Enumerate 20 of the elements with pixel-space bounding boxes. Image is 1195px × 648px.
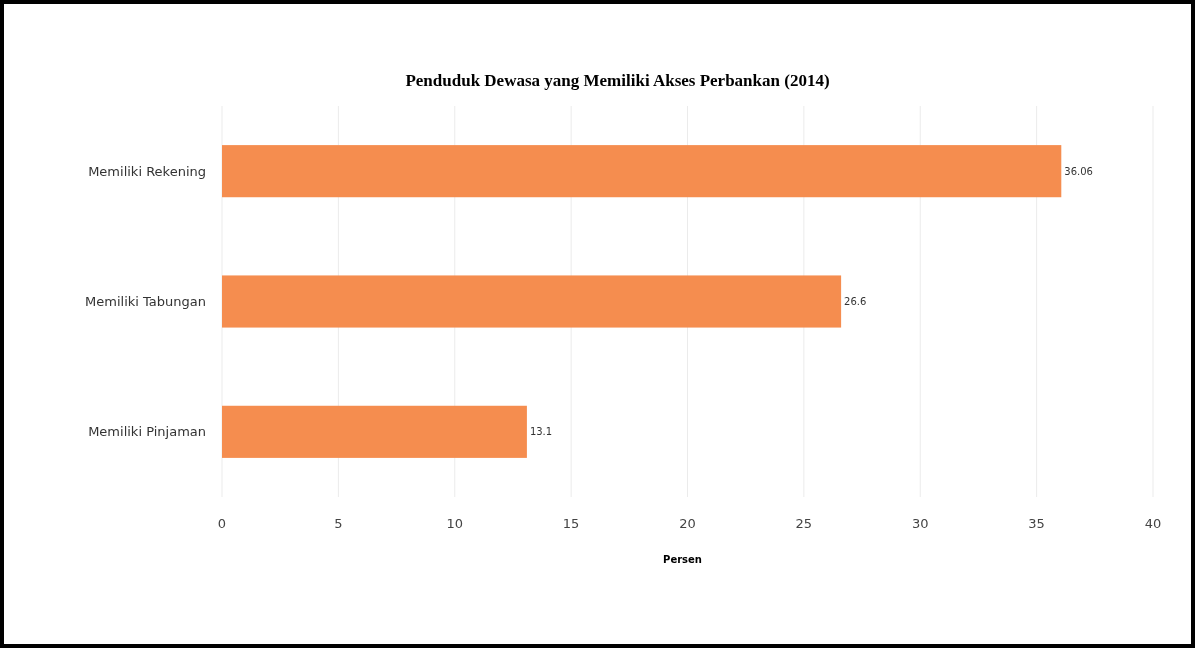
bar <box>222 405 527 458</box>
x-tick-label: 15 <box>562 516 580 531</box>
x-tick-label: 40 <box>1144 516 1162 531</box>
x-tick-label: 25 <box>795 516 813 531</box>
data-label: 36.06 <box>1064 165 1093 177</box>
bar <box>222 275 842 328</box>
x-tick-label: 10 <box>446 516 464 531</box>
x-axis-title: Persen <box>663 554 702 565</box>
x-tick-label: 5 <box>334 516 343 531</box>
chart-title: Penduduk Dewasa yang Memiliki Akses Perbankan (2014) <box>405 71 830 90</box>
x-tick-label: 0 <box>217 516 227 531</box>
data-label: 13.1 <box>529 426 553 438</box>
y-tick-label: Memiliki Rekening <box>88 163 206 179</box>
y-tick-label: Memiliki Pinjaman <box>88 424 206 440</box>
bar <box>222 145 1062 198</box>
x-tick-label: 30 <box>911 516 929 531</box>
y-tick-label: Memiliki Tabungan <box>85 294 206 310</box>
x-tick-label: 35 <box>1028 516 1045 531</box>
x-tick-label: 20 <box>679 516 696 531</box>
data-label: 26.6 <box>844 296 867 307</box>
